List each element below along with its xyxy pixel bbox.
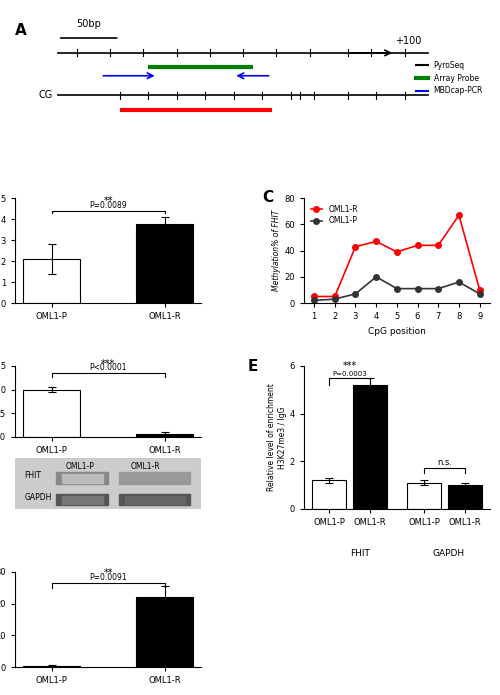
OML1-R <box>394 247 400 256</box>
Bar <box>125 496 184 504</box>
Bar <box>62 474 102 482</box>
Bar <box>120 473 190 484</box>
OML1-P <box>414 284 420 293</box>
OML1-R <box>456 211 462 220</box>
Bar <box>24 666 80 667</box>
OML1-P <box>456 278 462 286</box>
Bar <box>24 390 80 437</box>
Text: P=0.0003: P=0.0003 <box>332 370 367 377</box>
OML1-R <box>352 243 358 251</box>
Text: E: E <box>248 359 258 374</box>
Bar <box>407 483 441 509</box>
Text: CG: CG <box>39 90 53 100</box>
Text: n.s.: n.s. <box>437 458 452 467</box>
Text: P<0.0001: P<0.0001 <box>90 363 127 372</box>
Bar <box>56 473 108 484</box>
Legend: OML1-R, OML1-P: OML1-R, OML1-P <box>308 202 361 229</box>
X-axis label: CpG position: CpG position <box>368 327 426 336</box>
OML1-P <box>311 296 317 304</box>
Text: P=0.0091: P=0.0091 <box>90 573 127 582</box>
Bar <box>353 385 386 509</box>
OML1-P <box>352 290 358 298</box>
Y-axis label: Relative level of enrichment
H3K27me3 / IgG: Relative level of enrichment H3K27me3 / … <box>267 384 286 491</box>
OML1-P <box>373 272 379 281</box>
Line: OML1-R: OML1-R <box>312 213 482 300</box>
OML1-R <box>436 241 442 250</box>
Y-axis label: Methylation% of FHIT: Methylation% of FHIT <box>272 210 281 291</box>
Bar <box>120 493 190 505</box>
Bar <box>136 434 193 437</box>
Bar <box>24 259 80 303</box>
Bar <box>312 480 346 509</box>
OML1-P <box>436 284 442 293</box>
OML1-R <box>332 293 338 301</box>
Text: **: ** <box>104 569 113 578</box>
Legend: PyroSeq, Array Probe, MBDcap-PCR: PyroSeq, Array Probe, MBDcap-PCR <box>413 58 486 99</box>
Bar <box>62 496 102 504</box>
Text: FHIT: FHIT <box>350 549 370 558</box>
OML1-R <box>311 293 317 301</box>
Text: A: A <box>15 23 27 38</box>
OML1-P <box>332 295 338 303</box>
Line: OML1-P: OML1-P <box>312 274 482 303</box>
Text: GAPDH: GAPDH <box>433 549 465 558</box>
OML1-P <box>476 290 482 298</box>
Bar <box>448 485 482 509</box>
Text: GAPDH: GAPDH <box>24 493 52 502</box>
Text: +100: +100 <box>395 36 421 47</box>
Text: OML1-R: OML1-R <box>130 462 160 471</box>
Text: **: ** <box>104 195 113 206</box>
Text: P=0.0089: P=0.0089 <box>90 201 127 210</box>
Bar <box>136 224 193 303</box>
Bar <box>136 597 193 667</box>
OML1-P <box>394 284 400 293</box>
Text: ***: *** <box>101 359 116 369</box>
Text: 50bp: 50bp <box>76 19 101 29</box>
Text: FHIT: FHIT <box>24 471 42 480</box>
OML1-R <box>373 237 379 245</box>
Text: OML1-P: OML1-P <box>66 462 94 471</box>
OML1-R <box>476 286 482 294</box>
Text: C: C <box>262 190 274 205</box>
Bar <box>56 493 108 505</box>
Text: ***: *** <box>342 361 356 370</box>
OML1-R <box>414 241 420 250</box>
